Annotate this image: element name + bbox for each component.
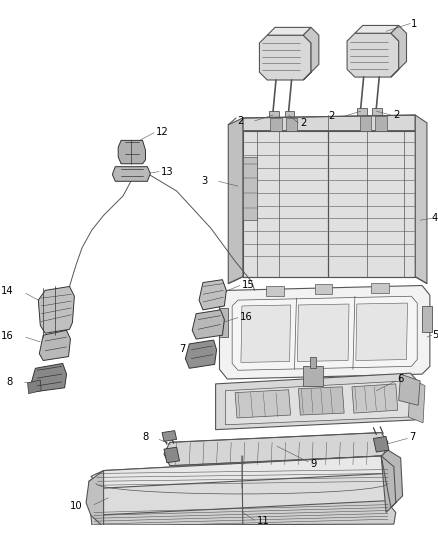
Text: 2: 2 — [300, 118, 307, 128]
Polygon shape — [39, 330, 71, 360]
Polygon shape — [192, 310, 224, 339]
Polygon shape — [243, 115, 415, 131]
Polygon shape — [32, 364, 67, 392]
Polygon shape — [422, 306, 432, 332]
Text: 9: 9 — [310, 459, 316, 469]
Polygon shape — [303, 27, 319, 80]
Polygon shape — [381, 450, 403, 512]
Polygon shape — [235, 390, 290, 418]
Text: 8: 8 — [7, 377, 13, 387]
Polygon shape — [113, 167, 150, 181]
Text: 2: 2 — [393, 110, 399, 120]
Text: 8: 8 — [142, 432, 148, 442]
Text: 11: 11 — [257, 516, 269, 526]
Polygon shape — [375, 116, 387, 131]
Text: 7: 7 — [410, 432, 416, 442]
Polygon shape — [399, 374, 420, 405]
Text: 2: 2 — [237, 116, 244, 126]
Polygon shape — [297, 304, 349, 361]
Polygon shape — [360, 116, 371, 131]
Polygon shape — [303, 366, 323, 386]
Polygon shape — [118, 140, 145, 164]
Text: 6: 6 — [398, 374, 404, 384]
Polygon shape — [219, 286, 430, 379]
Polygon shape — [162, 431, 177, 441]
Text: 10: 10 — [70, 500, 82, 511]
Polygon shape — [310, 357, 316, 368]
Polygon shape — [371, 282, 389, 293]
Polygon shape — [91, 456, 394, 488]
Polygon shape — [409, 378, 425, 423]
Text: 15: 15 — [242, 279, 254, 289]
Polygon shape — [267, 27, 311, 35]
Polygon shape — [357, 108, 367, 118]
Text: 5: 5 — [432, 330, 438, 340]
Polygon shape — [28, 380, 41, 393]
Text: 2: 2 — [328, 111, 335, 121]
Polygon shape — [266, 286, 284, 296]
Polygon shape — [89, 456, 396, 527]
Polygon shape — [39, 286, 74, 333]
Polygon shape — [352, 384, 398, 413]
Text: 13: 13 — [161, 166, 174, 176]
Text: 4: 4 — [432, 213, 438, 223]
Text: 1: 1 — [410, 19, 417, 28]
Polygon shape — [391, 26, 406, 77]
Polygon shape — [219, 308, 228, 337]
Polygon shape — [259, 35, 311, 80]
Polygon shape — [355, 26, 399, 33]
Polygon shape — [286, 118, 297, 131]
Polygon shape — [243, 157, 258, 220]
Polygon shape — [298, 387, 344, 415]
Polygon shape — [164, 433, 388, 466]
Polygon shape — [225, 381, 413, 425]
Polygon shape — [199, 280, 226, 310]
Polygon shape — [356, 303, 407, 360]
Text: 12: 12 — [156, 127, 169, 136]
Polygon shape — [86, 471, 104, 527]
Polygon shape — [372, 108, 382, 118]
Polygon shape — [270, 118, 282, 131]
Polygon shape — [215, 373, 420, 430]
Polygon shape — [415, 115, 427, 284]
Polygon shape — [315, 284, 332, 294]
Text: 14: 14 — [1, 286, 14, 296]
Text: 16: 16 — [240, 312, 253, 322]
Text: 7: 7 — [179, 344, 185, 354]
Polygon shape — [164, 447, 180, 463]
Polygon shape — [91, 501, 396, 525]
Polygon shape — [185, 340, 216, 368]
Polygon shape — [285, 111, 294, 121]
Polygon shape — [373, 437, 389, 452]
Polygon shape — [347, 33, 399, 77]
Polygon shape — [232, 296, 417, 370]
Polygon shape — [243, 131, 415, 277]
Text: 16: 16 — [1, 331, 14, 341]
Polygon shape — [241, 305, 290, 362]
Polygon shape — [269, 111, 279, 121]
Polygon shape — [228, 118, 243, 284]
Text: 3: 3 — [201, 176, 208, 187]
